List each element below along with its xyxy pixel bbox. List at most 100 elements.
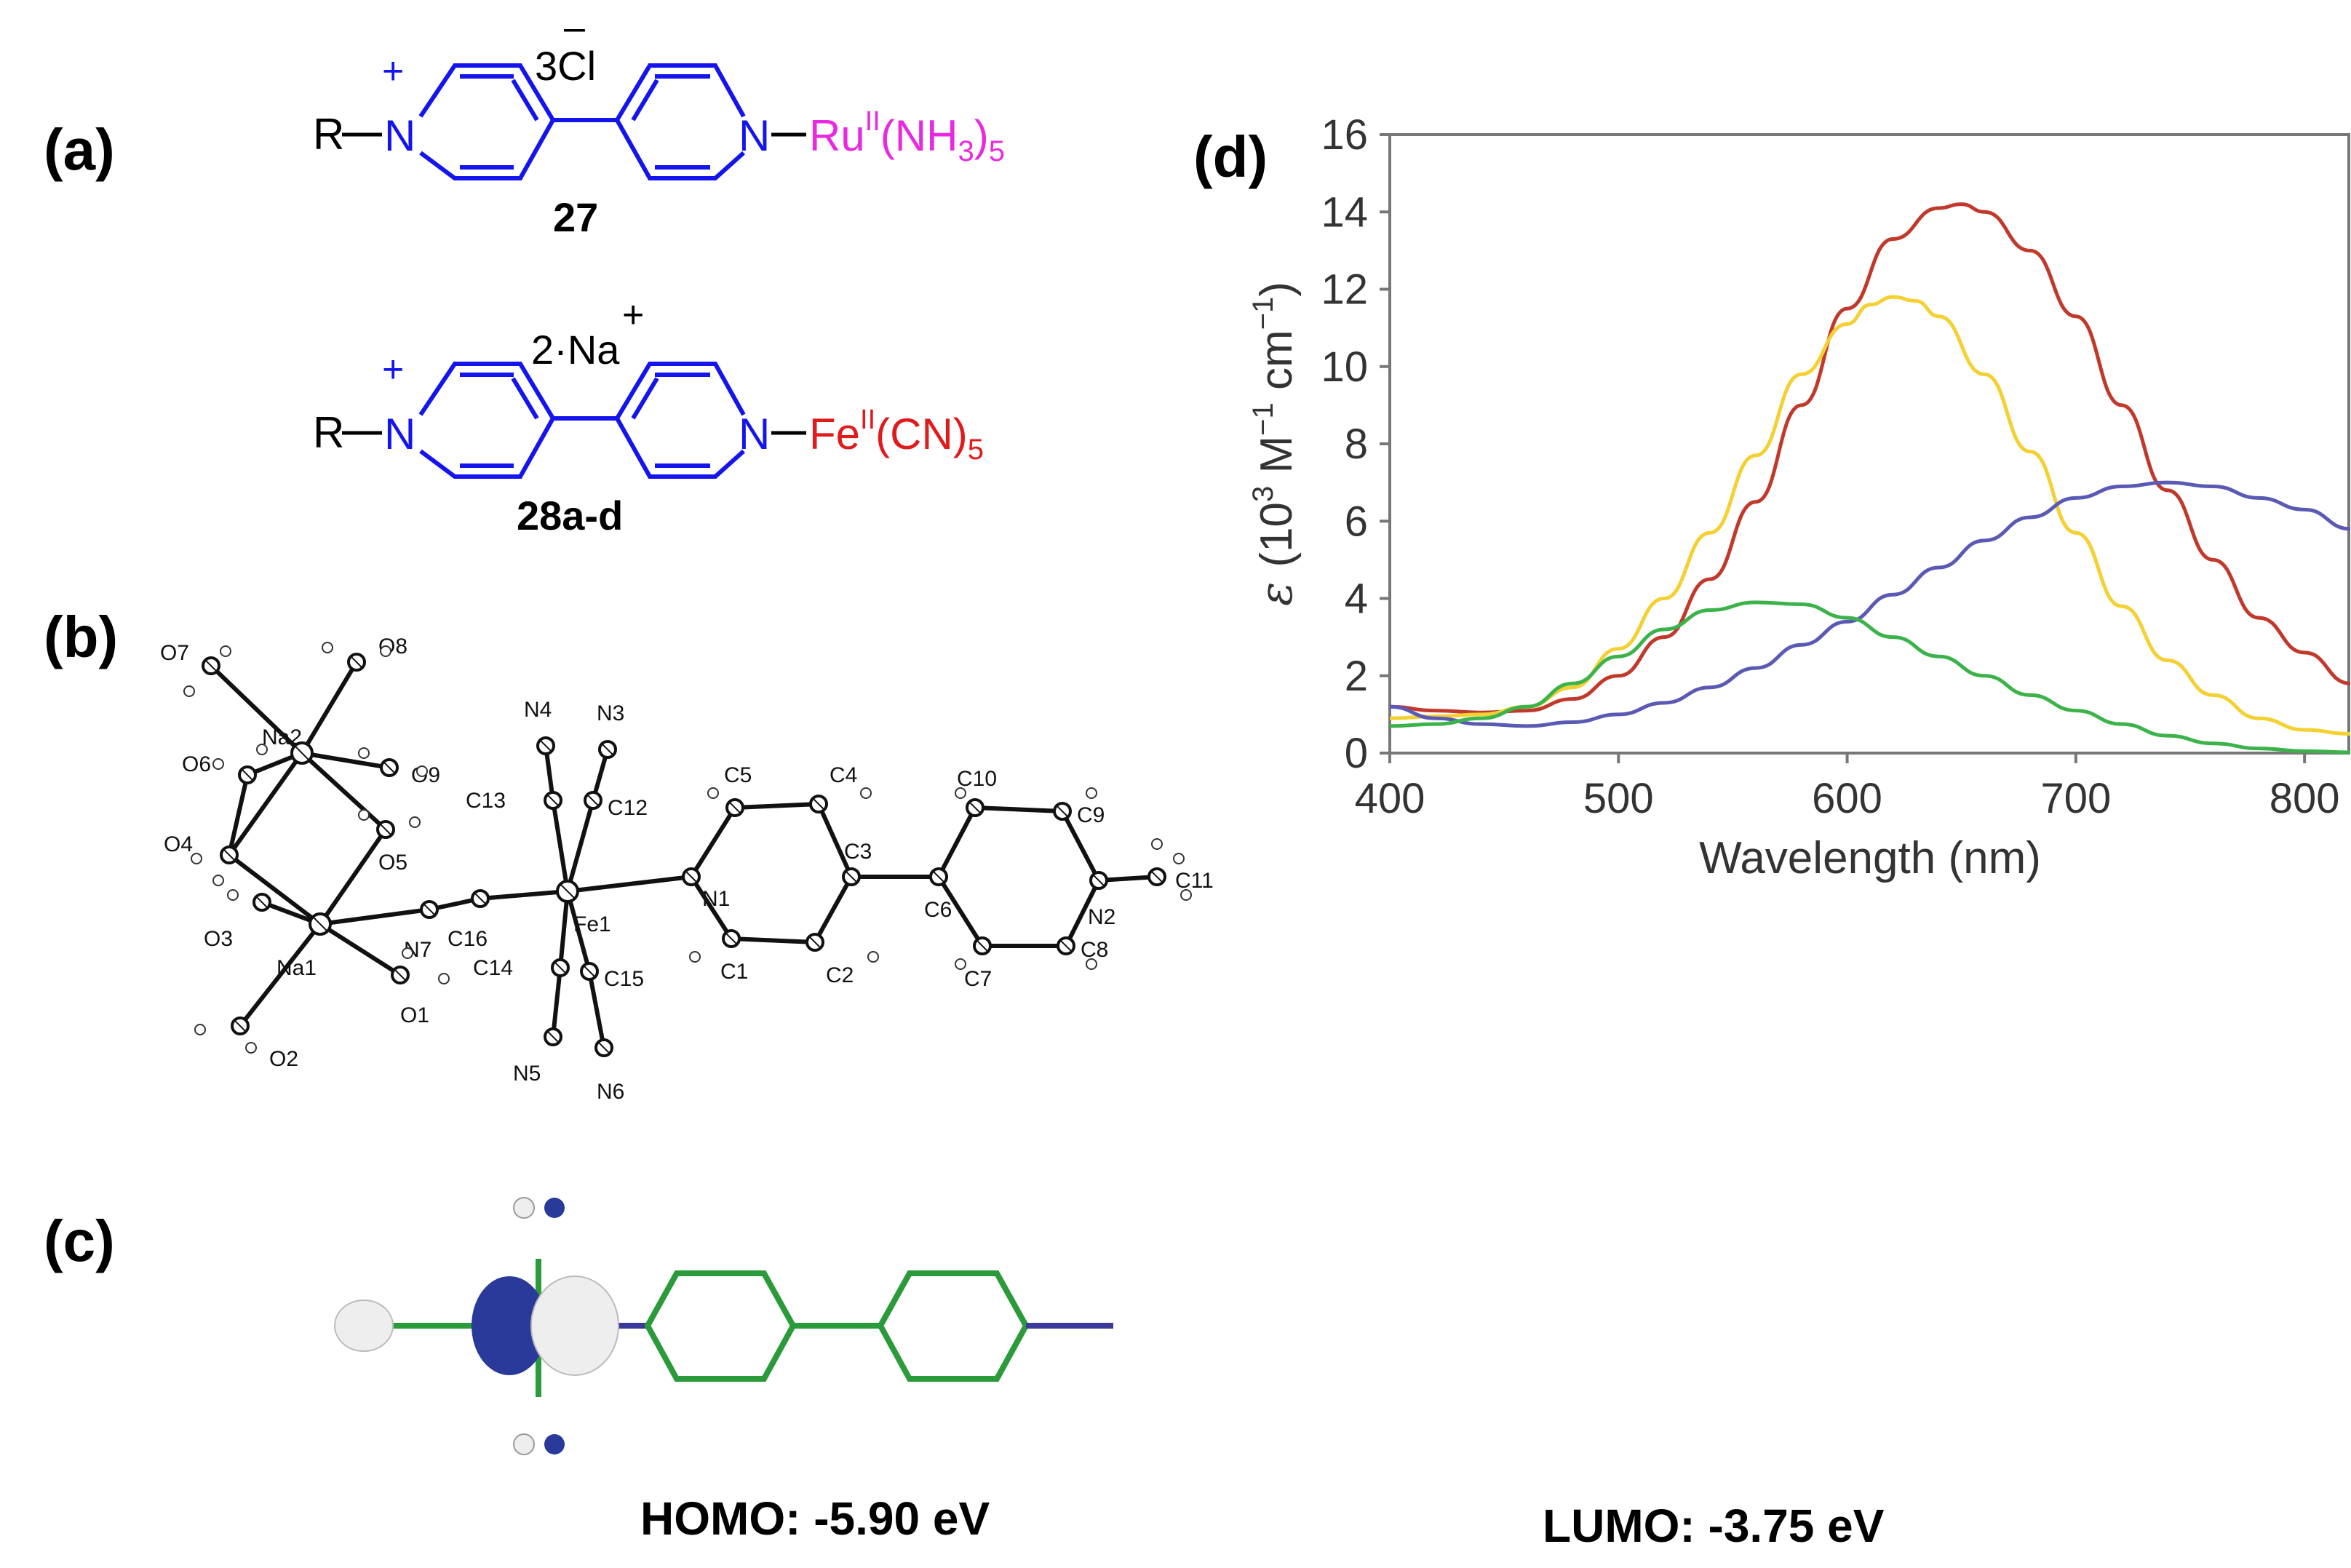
panel-label-a: (a) [44,117,115,182]
crystal-atom-label: O5 [378,851,407,875]
crystal-atom-label: C16 [447,927,488,951]
hydrogen-atom [867,951,879,963]
hydrogen-atom [955,787,966,799]
crystal-bond [734,802,819,810]
atom-hatch [560,883,576,899]
hydrogen-atom [860,787,872,799]
crystal-atom-label: O4 [164,832,193,856]
compound-27: R + N 3Cl – N RuII(NH3)5 27 [313,7,1005,240]
atom-hatch [204,659,218,672]
chart-series-group [1389,202,2351,755]
crystal-bond [227,752,304,856]
y-tick-label: 14 [1321,188,1368,236]
crystal-bond [1064,879,1101,947]
hydrogen-atom [220,645,231,657]
crystal-atom-label: N4 [524,698,552,722]
atom-hatch [546,794,560,807]
atom-hatch [255,896,268,909]
atom-hatch [808,936,822,949]
crystal-atom-label: C3 [844,840,872,864]
atom-hatch [379,823,392,836]
crystal-atom-label: Fe1 [573,912,611,936]
hydrogen-atom [191,853,202,864]
crystal-bond [480,889,568,901]
hydrogen-atom [1151,838,1163,850]
crystal-atom-label: O7 [160,641,189,665]
crystal-bond [318,828,388,926]
y-axis-label: ε(103 M−1 cm−1) [1247,282,1302,606]
counterion-charge: – [564,7,585,49]
crystal-atom-label: C11 [1175,869,1214,893]
x-tick-label: 800 [2270,775,2340,822]
pyridinium-charge: + [382,349,404,391]
atom-hatch [383,761,396,774]
y-tick-label: 12 [1321,266,1368,314]
atom-hatch [932,870,945,883]
hydrogen-atom [358,747,370,759]
y-tick-label: 0 [1345,730,1368,777]
atom-hatch [539,739,552,752]
atom-hatch [474,892,487,905]
panel-label-d: (d) [1193,124,1268,189]
atom-hatch [350,656,363,669]
atom-hatch [976,939,989,952]
crystal-bond [689,806,737,878]
y-tick-label: 6 [1345,498,1368,545]
crystal-bond [228,853,322,926]
r-group: R [313,408,344,457]
hydrogen-atom [1086,787,1097,799]
crystal-bond [558,891,570,968]
hydrogen-atom [1173,853,1185,864]
atom-hatch [394,968,407,982]
pyridine-nitrogen: N [739,111,770,160]
hydrogen-atom [416,765,428,777]
crystal-atom-label: N1 [702,887,730,911]
crystal-atom-label: C6 [924,898,952,922]
iron-complex: FeII(CN)5 [809,405,984,466]
hydrogen-atom [227,889,239,901]
counterion-sodium: 2·Na [531,327,620,373]
atom-hatch [234,1019,247,1032]
crystal-bond [936,806,977,878]
orbital-panel [334,1197,1113,1455]
atom-hatch [1059,939,1073,952]
crystal-bond [319,907,430,926]
hydrogen-atom [256,744,268,755]
atom-hatch [685,870,698,883]
crystal-atom-label: C4 [830,763,857,787]
series-line-2 [1389,295,2351,736]
atom-hatch [312,916,328,932]
crystal-atom-label: Na1 [277,956,317,980]
atom-hatch [223,848,236,861]
crystal-bond [319,922,402,977]
hydrogen-atom [183,685,195,697]
x-axis-label: Wavelength (nm) [1699,833,2041,883]
crystal-bond [300,661,359,755]
atom-hatch [294,745,310,761]
atom-hatch [586,794,600,807]
crystal-bond [567,875,692,894]
crystal-atom-label: C13 [466,789,506,813]
crystal-bond [813,875,854,944]
hydrogen-atom [212,758,224,770]
crystal-atom-label: C5 [724,763,752,787]
atom-hatch [725,932,738,945]
atom-hatch [812,797,825,811]
series-line-4 [1389,600,2351,755]
crystal-atom-label: C1 [720,960,748,984]
crystal-bond [587,971,606,1048]
structure-panel-a: R + N 3Cl – N RuII(NH3)5 27 R + N [313,7,1005,538]
x-tick-label: 700 [2040,775,2111,822]
crystal-bond [1098,875,1158,883]
atom-hatch [601,743,614,756]
compound-label-28: 28a-d [517,493,623,538]
crystal-bond [551,967,562,1038]
crystal-atom-label: Na2 [262,725,302,749]
crystal-bond [551,800,570,892]
crystal-atom-label: C8 [1081,938,1108,962]
y-tick-label: 10 [1321,343,1368,391]
pyridine-ring-right [615,362,746,479]
hydrogen-atom [380,645,391,657]
counterion-charge: + [622,294,644,336]
panel-label-b: (b) [44,605,119,669]
